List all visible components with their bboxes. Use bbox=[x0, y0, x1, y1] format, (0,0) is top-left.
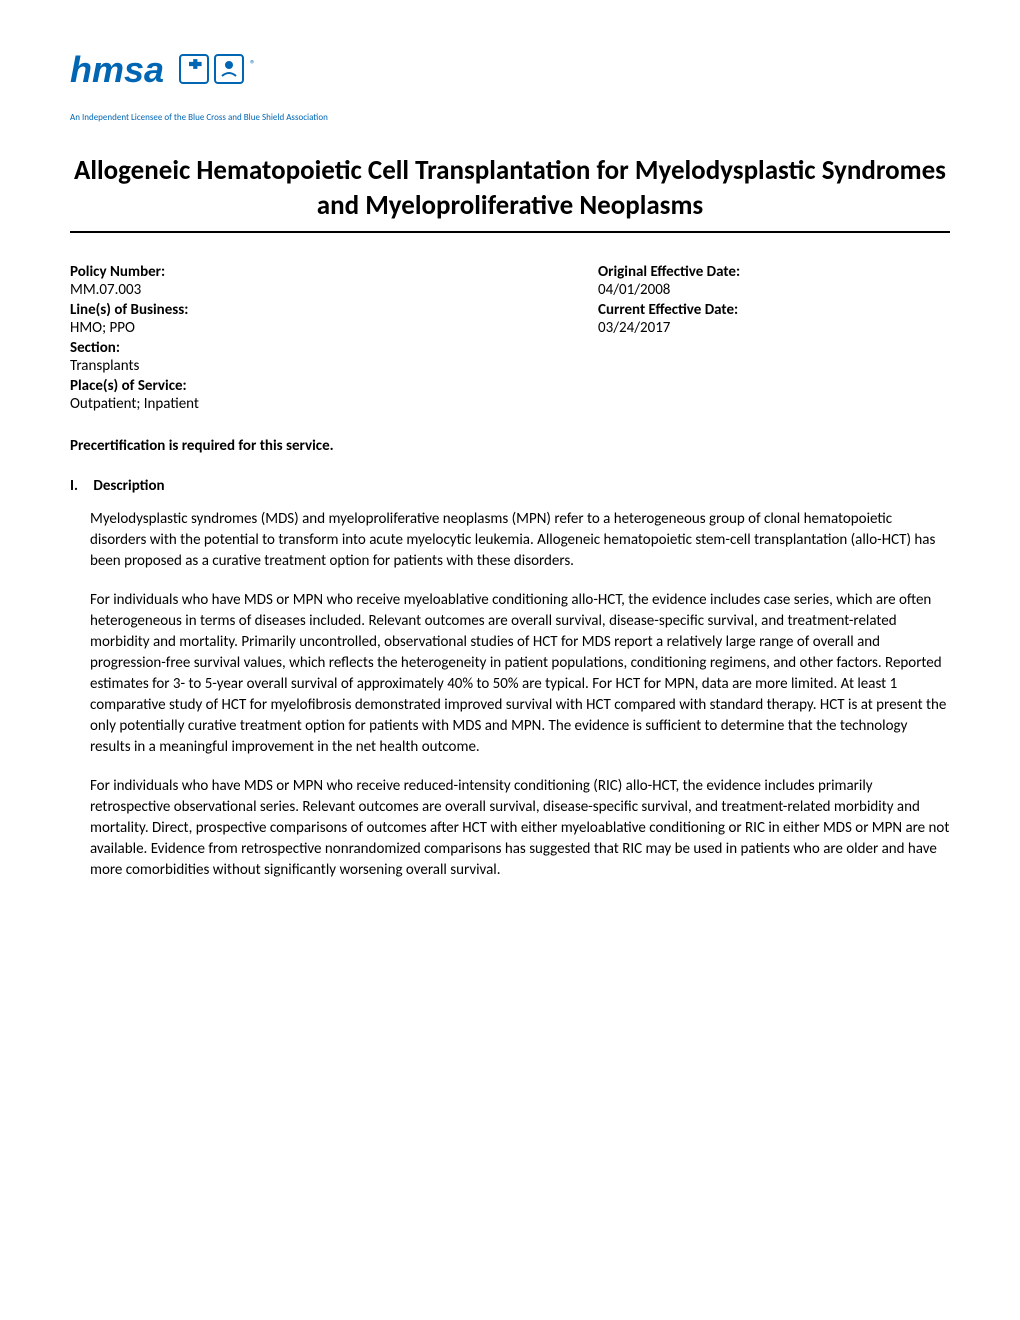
policy-number-label: Policy Number: bbox=[70, 263, 510, 281]
logo-tagline: An Independent Licensee of the Blue Cros… bbox=[70, 112, 950, 123]
document-title: Allogeneic Hematopoietic Cell Transplant… bbox=[70, 153, 950, 223]
section-heading: I. Description bbox=[70, 477, 950, 495]
body-paragraph-2: For individuals who have MDS or MPN who … bbox=[70, 590, 950, 758]
section-label: Section: bbox=[70, 339, 510, 357]
place-of-service-label: Place(s) of Service: bbox=[70, 377, 510, 395]
svg-text:®: ® bbox=[250, 58, 256, 71]
current-effective-date-value: 03/24/2017 bbox=[598, 319, 950, 337]
original-effective-date-label: Original Effective Date: bbox=[598, 263, 950, 281]
lines-of-business-label: Line(s) of Business: bbox=[70, 301, 510, 319]
section-value: Transplants bbox=[70, 357, 510, 375]
hmsa-logo: hmsa ® bbox=[70, 50, 270, 105]
metadata-left-column: Policy Number: MM.07.003 Line(s) of Busi… bbox=[70, 263, 510, 415]
precertification-notice: Precertification is required for this se… bbox=[70, 437, 950, 455]
section-heading-text: Description bbox=[93, 477, 164, 495]
section-number: I. bbox=[70, 477, 90, 495]
current-effective-date-label: Current Effective Date: bbox=[598, 301, 950, 319]
policy-number-value: MM.07.003 bbox=[70, 281, 510, 299]
svg-text:hmsa: hmsa bbox=[70, 50, 164, 90]
place-of-service-value: Outpatient; Inpatient bbox=[70, 395, 510, 413]
metadata-section: Policy Number: MM.07.003 Line(s) of Busi… bbox=[70, 263, 950, 415]
lines-of-business-value: HMO; PPO bbox=[70, 319, 510, 337]
body-paragraph-1: Myelodysplastic syndromes (MDS) and myel… bbox=[70, 509, 950, 572]
title-divider bbox=[70, 231, 950, 233]
metadata-right-column: Original Effective Date: 04/01/2008 Curr… bbox=[598, 263, 950, 415]
logo-container: hmsa ® An Independent Licensee of the Bl… bbox=[70, 50, 950, 123]
original-effective-date-value: 04/01/2008 bbox=[598, 281, 950, 299]
body-paragraph-3: For individuals who have MDS or MPN who … bbox=[70, 776, 950, 881]
